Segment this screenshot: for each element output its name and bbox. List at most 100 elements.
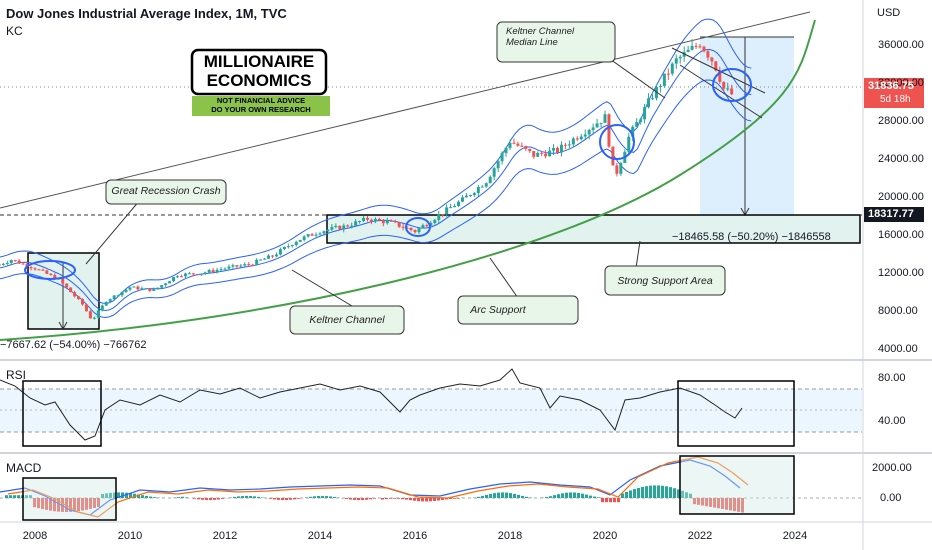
macd-bar xyxy=(677,489,680,498)
price-tick: 28000.00 xyxy=(878,115,924,127)
candle-body xyxy=(100,305,104,311)
candle-body xyxy=(615,165,619,174)
candle-body xyxy=(619,163,623,174)
support-level-tag xyxy=(864,207,924,222)
candle-body xyxy=(611,146,615,166)
current-price-tag xyxy=(864,78,924,108)
candle-body xyxy=(373,218,377,222)
candle-body xyxy=(726,88,730,90)
candle-body xyxy=(310,234,314,236)
candle-body xyxy=(330,227,334,230)
candle-body xyxy=(124,289,128,292)
candle-body xyxy=(132,286,136,288)
candle-body xyxy=(457,201,461,207)
candle-body xyxy=(362,217,366,222)
candle-body xyxy=(536,152,540,157)
candle-body xyxy=(172,277,176,282)
chart-title: Dow Jones Industrial Average Index, 1M, … xyxy=(6,6,287,21)
arc-support-line xyxy=(0,19,816,341)
macd-bar xyxy=(513,493,516,498)
candle-body xyxy=(176,276,179,278)
logo-tag-2: DO YOUR OWN RESEARCH xyxy=(211,105,311,114)
rsi-label: RSI xyxy=(6,368,27,382)
candle-body xyxy=(183,273,187,277)
macd-bar xyxy=(305,497,308,498)
macd-bar xyxy=(361,498,364,501)
candle-body xyxy=(524,146,528,149)
candle-body xyxy=(651,98,654,100)
macd-bar xyxy=(133,493,136,498)
macd-bar xyxy=(565,492,568,498)
candle-body xyxy=(595,123,599,128)
channel-upper xyxy=(671,47,766,94)
macd-bar xyxy=(205,498,208,501)
support-level-value: 18317.77 xyxy=(868,208,914,220)
macd-bar xyxy=(77,498,80,512)
candle-body xyxy=(417,228,421,233)
macd-bar xyxy=(397,498,400,499)
macd-bar xyxy=(325,496,328,498)
logo-frame xyxy=(190,48,328,96)
macd-bar xyxy=(365,498,368,500)
candle-body xyxy=(17,260,21,264)
macd-bar xyxy=(261,497,264,498)
macd-bar xyxy=(45,498,48,510)
macd-bar xyxy=(613,498,616,503)
macd-bar xyxy=(669,487,672,498)
logo-text: MILLIONAIRE ECONOMICS xyxy=(194,52,324,90)
macd-bar xyxy=(673,488,676,498)
macd-bar xyxy=(197,498,200,500)
candle-body xyxy=(231,265,235,267)
macd-bar xyxy=(277,498,280,500)
candle-body xyxy=(53,274,57,280)
candle-body xyxy=(647,98,651,108)
macd-bar xyxy=(177,497,180,498)
candle-body xyxy=(5,262,9,264)
macd-bar xyxy=(561,493,564,498)
candle-body xyxy=(21,263,25,265)
candle-body xyxy=(369,219,373,222)
macd-bar xyxy=(737,498,740,512)
macd-tick-2000: 2000.00 xyxy=(872,462,912,474)
candle-body xyxy=(421,225,425,229)
macd-bar xyxy=(357,498,360,501)
macd-bar xyxy=(349,498,352,500)
candle-body xyxy=(290,245,294,247)
candle-body xyxy=(441,214,445,216)
candle-body xyxy=(563,144,567,146)
candle-body xyxy=(678,56,682,59)
macd-bar xyxy=(433,498,436,501)
macd-bar xyxy=(581,493,584,498)
candle-body xyxy=(381,220,385,224)
macd-bar xyxy=(153,497,156,498)
macd-bar xyxy=(405,498,408,500)
macd-bar xyxy=(293,498,296,500)
macd-bar xyxy=(657,485,660,498)
candle-body xyxy=(722,81,726,89)
measure-2008: −7667.62 (−54.00%) −766762 xyxy=(0,339,147,351)
candle-body xyxy=(29,267,33,269)
candle-body xyxy=(366,217,369,220)
time-tick: 2012 xyxy=(212,530,238,542)
candle-body xyxy=(120,291,124,296)
candle-body xyxy=(670,63,674,74)
candle-body xyxy=(191,273,195,275)
candle-body xyxy=(710,57,714,62)
callout-keltner xyxy=(289,305,405,335)
macd-bar xyxy=(117,492,120,498)
candle-body xyxy=(128,287,132,290)
macd-bar xyxy=(593,496,596,498)
candle-body xyxy=(223,268,227,270)
candle-body xyxy=(393,220,397,223)
macd-bar xyxy=(193,498,196,499)
logo-tag-bg xyxy=(192,96,330,116)
macd-bar xyxy=(309,496,312,498)
candle-body xyxy=(314,234,318,236)
macd-bar xyxy=(113,492,116,498)
macd-bar xyxy=(329,496,332,498)
measure-2022: −18465.58 (−50.20%) −1846558 xyxy=(672,231,831,243)
candle-body xyxy=(104,301,108,306)
candle-body xyxy=(41,269,45,271)
